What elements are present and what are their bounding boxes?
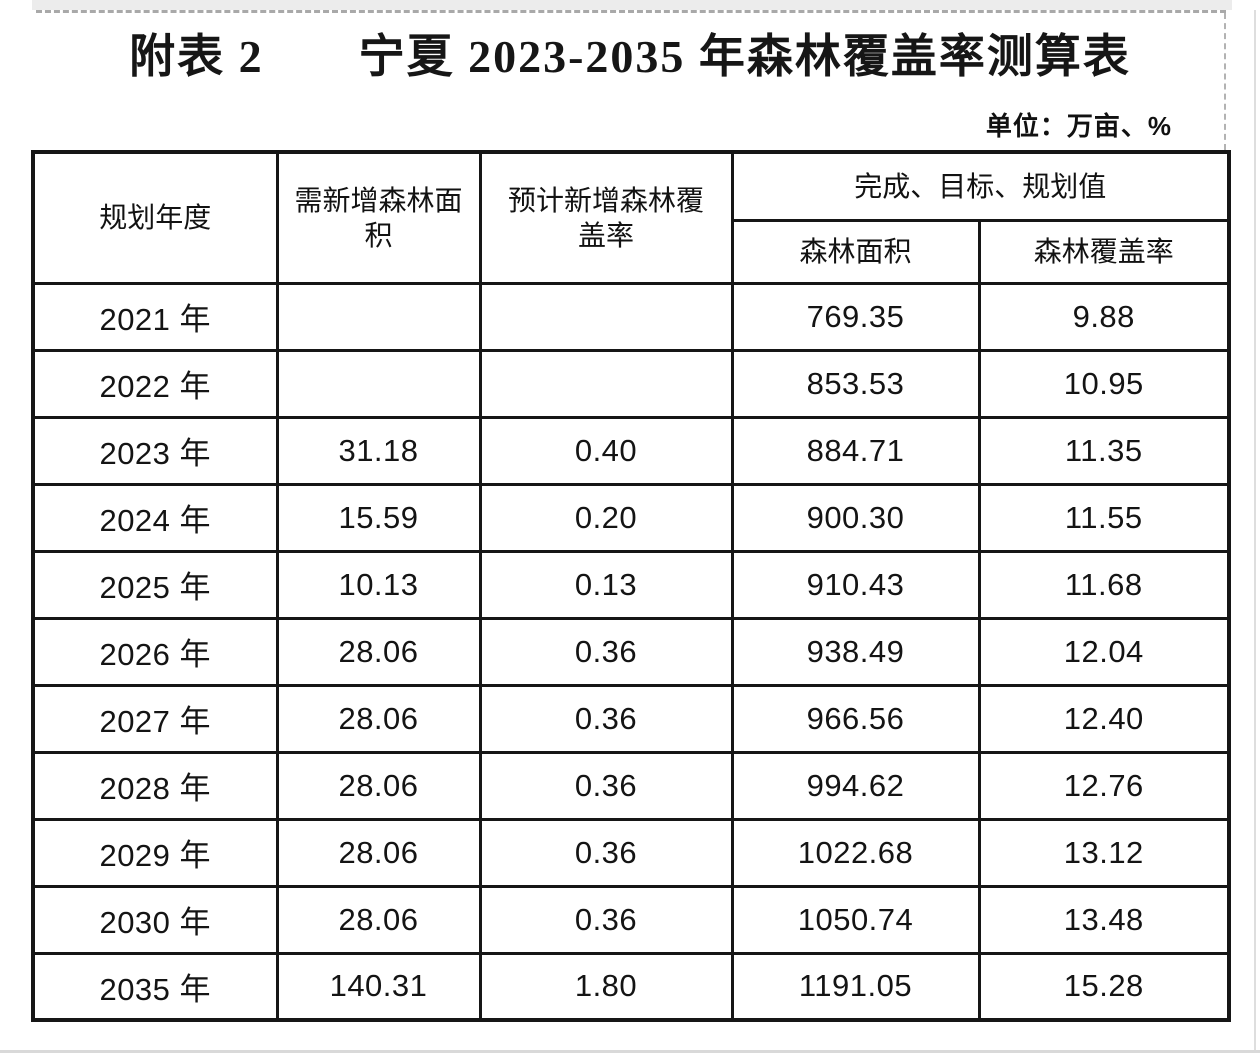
- cell-year: 2035 年: [31, 951, 279, 1022]
- table-row: 2025 年 10.13 0.13 910.43 11.68: [31, 549, 1231, 620]
- text-boundary-dashed-line: [36, 10, 1226, 13]
- table-row: 2023 年 31.18 0.40 884.71 11.35: [31, 415, 1231, 486]
- cell-year: 2029 年: [31, 817, 279, 888]
- cell-forest-area: 1022.68: [730, 817, 981, 888]
- cell-new-forest-area: 140.31: [275, 951, 482, 1022]
- header-row-top: 规划年度 需新增森林面积 预计新增森林覆盖率 完成、目标、规划值: [31, 150, 1231, 285]
- cell-forest-area: 853.53: [730, 348, 981, 419]
- cell-forest-area: 1050.74: [730, 884, 981, 955]
- cell-year: 2023 年: [31, 415, 279, 486]
- cell-new-coverage: 0.36: [478, 884, 734, 955]
- cell-new-forest-area: 15.59: [275, 482, 482, 553]
- table-row: 2022 年 853.53 10.95: [31, 348, 1231, 419]
- cell-year: 2021 年: [31, 281, 279, 352]
- cell-forest-coverage: 11.68: [977, 549, 1231, 620]
- forest-coverage-table: 规划年度 需新增森林面积 预计新增森林覆盖率 完成、目标、规划值 森林面积 森林…: [31, 150, 1232, 1022]
- cell-new-forest-area: 28.06: [275, 817, 482, 888]
- cell-new-forest-area: 31.18: [275, 415, 482, 486]
- header-forest-coverage: 森林覆盖率: [977, 218, 1231, 285]
- header-new-coverage-label: 预计新增森林覆盖率: [507, 184, 704, 251]
- table-row: 2026 年 28.06 0.36 938.49 12.04: [31, 616, 1231, 687]
- cell-new-coverage: 0.20: [478, 482, 734, 553]
- cell-forest-coverage: 12.04: [977, 616, 1231, 687]
- page-title: 附表 2 宁夏 2023-2035 年森林覆盖率测算表: [0, 20, 1260, 86]
- table-row: 2028 年 28.06 0.36 994.62 12.76: [31, 750, 1231, 821]
- cell-forest-area: 900.30: [730, 482, 981, 553]
- cell-forest-coverage: 13.48: [977, 884, 1231, 955]
- cell-year: 2022 年: [31, 348, 279, 419]
- table-row: 2030 年 28.06 0.36 1050.74 13.48: [31, 884, 1231, 955]
- cell-forest-area: 966.56: [730, 683, 981, 754]
- cell-new-coverage: 0.36: [478, 616, 734, 687]
- cell-new-coverage: 0.36: [478, 683, 734, 754]
- cell-year: 2026 年: [31, 616, 279, 687]
- cell-new-coverage: [478, 348, 734, 419]
- header-new-forest-area: 需新增森林面积: [275, 150, 482, 285]
- cell-forest-area: 938.49: [730, 616, 981, 687]
- cell-forest-coverage: 12.76: [977, 750, 1231, 821]
- cell-new-forest-area: 10.13: [275, 549, 482, 620]
- cell-forest-coverage: 12.40: [977, 683, 1231, 754]
- table-row: 2021 年 769.35 9.88: [31, 281, 1231, 352]
- header-row-sub: 森林面积 森林覆盖率: [33, 218, 1231, 285]
- page-top-notch-left: [0, 0, 32, 10]
- cell-year: 2024 年: [31, 482, 279, 553]
- table-body: 2021 年 769.35 9.88 2022 年 853.53 10.95 2…: [31, 281, 1231, 1022]
- cell-year: 2028 年: [31, 750, 279, 821]
- cell-forest-coverage: 15.28: [977, 951, 1231, 1022]
- header-new-forest-area-label: 需新增森林面积: [294, 184, 463, 251]
- cell-forest-coverage: 10.95: [977, 348, 1231, 419]
- table-row: 2035 年 140.31 1.80 1191.05 15.28: [31, 951, 1231, 1022]
- cell-forest-area: 1191.05: [730, 951, 981, 1022]
- cell-forest-area: 910.43: [730, 549, 981, 620]
- title-prefix: 附表 2: [129, 31, 264, 82]
- cell-new-forest-area: 28.06: [275, 750, 482, 821]
- cell-year: 2027 年: [31, 683, 279, 754]
- page-top-edge: [0, 0, 1260, 10]
- cell-new-coverage: 0.36: [478, 817, 734, 888]
- title-main: 宁夏 2023-2035 年森林覆盖率测算表: [358, 31, 1131, 82]
- header-new-coverage: 预计新增森林覆盖率: [478, 150, 734, 285]
- cell-new-forest-area: [275, 281, 482, 352]
- cell-new-coverage: 0.36: [478, 750, 734, 821]
- table-row: 2024 年 15.59 0.20 900.30 11.55: [31, 482, 1231, 553]
- page-right-edge: [1254, 10, 1256, 1052]
- cell-forest-coverage: 11.35: [977, 415, 1231, 486]
- cell-forest-coverage: 9.88: [977, 281, 1231, 352]
- cell-new-coverage: 1.80: [478, 951, 734, 1022]
- header-group-completed-target-planned: 完成、目标、规划值: [730, 150, 1231, 222]
- table-row: 2027 年 28.06 0.36 966.56 12.40: [31, 683, 1231, 754]
- text-boundary-dashed-right: [1224, 13, 1226, 150]
- cell-new-coverage: [478, 281, 734, 352]
- header-forest-area: 森林面积: [730, 218, 981, 285]
- cell-new-forest-area: 28.06: [275, 683, 482, 754]
- unit-note: 单位：万亩、%: [985, 111, 1172, 141]
- header-planning-year: 规划年度: [31, 150, 279, 285]
- cell-forest-coverage: 11.55: [977, 482, 1231, 553]
- cell-forest-coverage: 13.12: [977, 817, 1231, 888]
- cell-forest-area: 884.71: [730, 415, 981, 486]
- cell-year: 2030 年: [31, 884, 279, 955]
- table-row: 2029 年 28.06 0.36 1022.68 13.12: [31, 817, 1231, 888]
- cell-new-forest-area: [275, 348, 482, 419]
- cell-new-forest-area: 28.06: [275, 884, 482, 955]
- cell-year: 2025 年: [31, 549, 279, 620]
- page-bottom-edge: [0, 1050, 1260, 1053]
- cell-new-coverage: 0.13: [478, 549, 734, 620]
- cell-new-forest-area: 28.06: [275, 616, 482, 687]
- cell-forest-area: 994.62: [730, 750, 981, 821]
- table-header: 规划年度 需新增森林面积 预计新增森林覆盖率 完成、目标、规划值 森林面积 森林…: [31, 150, 1231, 285]
- cell-new-coverage: 0.40: [478, 415, 734, 486]
- page-top-notch-right: [1232, 0, 1260, 10]
- cell-forest-area: 769.35: [730, 281, 981, 352]
